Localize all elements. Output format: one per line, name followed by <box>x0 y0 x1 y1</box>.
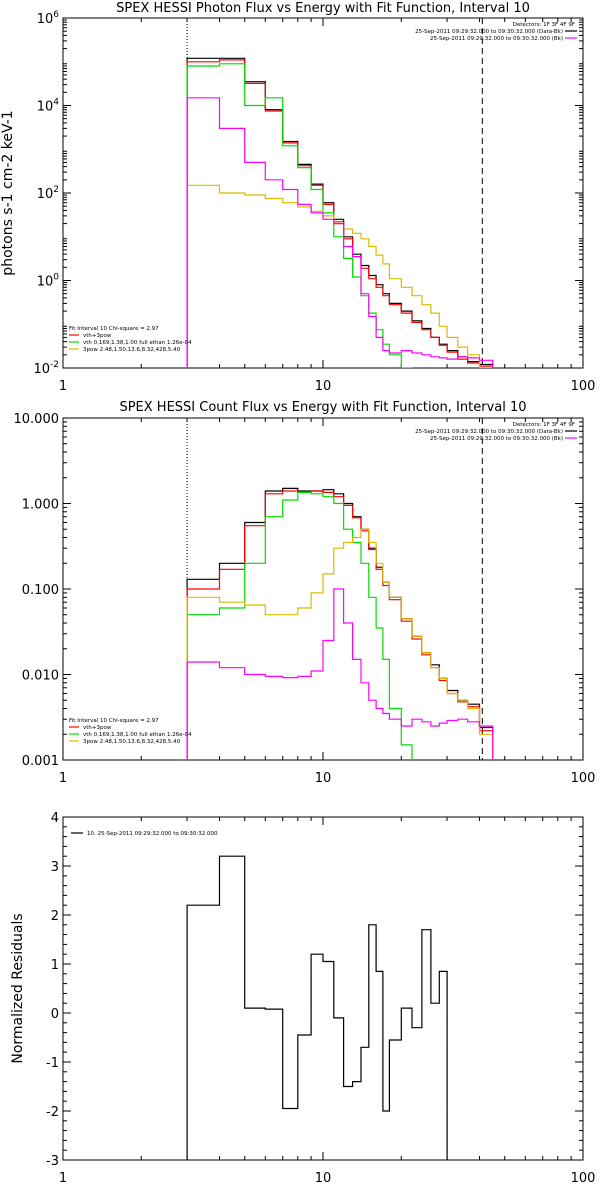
legend-entry-label: 25-Sep-2011 09:29:32.000 to 09:30:32.000… <box>430 436 563 442</box>
series-3pow <box>186 184 494 368</box>
series-residuals <box>186 855 448 1160</box>
legend-entry-label: vth 0.169,1.38,1.00 full ethan 1.26e-04 <box>83 340 192 346</box>
x-tick-label: 1 <box>59 1171 67 1186</box>
series-vth <box>186 491 413 760</box>
legend-entry-label: 25-Sep-2011 09:29:32.000 to 09:30:32.000… <box>415 429 563 435</box>
legend-fit-header: Fit Interval 10 Chi-square = 2.97 <box>69 326 159 332</box>
legend-detectors: Detectors: 1F 3F 4F 9F <box>513 22 575 28</box>
y-tick-label: 1 <box>51 958 59 973</box>
series-3pow <box>186 528 494 760</box>
legend-entry-label: 3pow 2.48,1.50,13.6,8.32,428,5.40 <box>83 347 181 353</box>
x-tick-label: 10 <box>315 1171 332 1186</box>
x-tick-label: 1 <box>59 379 67 394</box>
chart-title: SPEX HESSI Count Flux vs Energy with Fit… <box>119 400 526 415</box>
y-tick-label: 10.000 <box>14 412 60 427</box>
legend-entry-label: vth+3pow <box>83 725 112 731</box>
series-group <box>186 487 494 760</box>
y-tick-label: 0.100 <box>22 583 59 598</box>
panel-1: SPEX HESSI Photon Flux vs Energy with Fi… <box>0 1 595 394</box>
y-tick-label: 0.010 <box>22 669 59 684</box>
y-tick-label: 3 <box>51 860 59 875</box>
y-tick-label: 10-2 <box>33 360 59 377</box>
series-bk <box>186 97 494 368</box>
y-tick-label: 102 <box>37 185 59 202</box>
panel-2: SPEX HESSI Count Flux vs Energy with Fit… <box>59 400 596 786</box>
legend-detectors: Detectors: 1F 3F 4F 9F <box>513 422 575 428</box>
y-tick-label: 0 <box>51 1007 59 1022</box>
y-tick-label: -3 <box>46 1154 59 1169</box>
y-axis-label: photons s-1 cm-2 keV-1 <box>0 110 16 275</box>
series-vth-3pow <box>186 490 494 760</box>
y-tick-label: 100 <box>37 273 60 290</box>
y-tick-label: 1.000 <box>22 498 59 513</box>
y-tick-label: 4 <box>51 811 59 826</box>
legend-entry-label: 25-Sep-2011 09:29:32.000 to 09:30:32.000… <box>430 36 563 42</box>
series-vth <box>186 63 413 368</box>
chart-title: SPEX HESSI Photon Flux vs Energy with Fi… <box>116 1 530 16</box>
legend-entry-label: 3pow 2.48,1.50,13.6,8.32,428,5.40 <box>83 739 181 745</box>
legend-entry-label: vth 0.169,1.38,1.00 full ethan 1.26e-04 <box>83 732 192 738</box>
legend-fit-header: Fit Interval 10 Chi-square = 2.97 <box>69 718 159 724</box>
legend-entry-label: 10. 25-Sep-2011 09:29:32.000 to 09:30:32… <box>87 831 218 837</box>
x-tick-label: 100 <box>571 1171 596 1186</box>
plot-frame <box>62 816 584 1161</box>
legend-entry-label: 25-Sep-2011 09:29:32.000 to 09:30:32.000… <box>415 29 563 35</box>
y-tick-label: -2 <box>46 1105 59 1120</box>
x-tick-label: 10 <box>315 379 332 394</box>
x-tick-label: 1 <box>59 771 67 786</box>
x-tick-label: 100 <box>571 379 596 394</box>
series-bk <box>186 588 494 760</box>
series-group <box>186 855 448 1160</box>
series-group <box>186 57 494 368</box>
legend-entry-label: vth+3pow <box>83 333 112 339</box>
y-axis-label: Normalized Residuals <box>10 913 26 1063</box>
x-tick-label: 10 <box>315 771 332 786</box>
y-tick-label: 2 <box>51 909 59 924</box>
y-tick-label: -1 <box>46 1056 59 1071</box>
y-tick-label: 106 <box>37 10 60 27</box>
series-data-bk <box>186 487 494 760</box>
y-tick-label: 104 <box>37 98 60 115</box>
x-tick-label: 100 <box>571 771 596 786</box>
y-tick-label: 0.001 <box>22 754 59 769</box>
